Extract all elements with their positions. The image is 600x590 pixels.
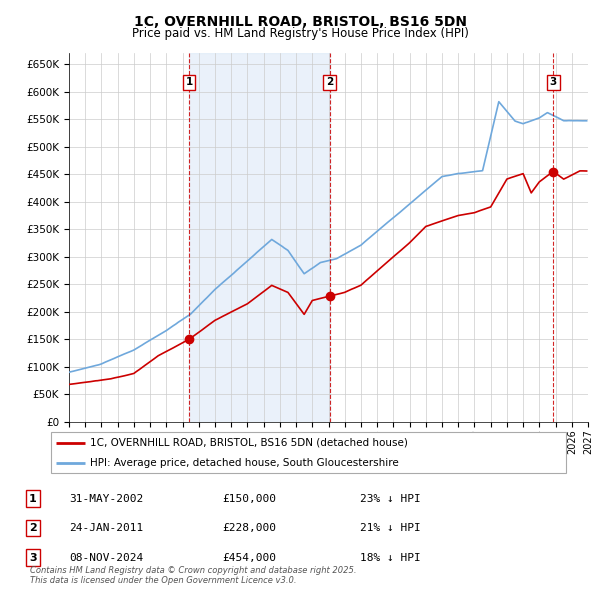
Text: 3: 3 <box>550 77 557 87</box>
Text: 21% ↓ HPI: 21% ↓ HPI <box>360 523 421 533</box>
Text: 1C, OVERNHILL ROAD, BRISTOL, BS16 5DN (detached house): 1C, OVERNHILL ROAD, BRISTOL, BS16 5DN (d… <box>90 438 407 448</box>
Text: £228,000: £228,000 <box>222 523 276 533</box>
Text: 08-NOV-2024: 08-NOV-2024 <box>69 553 143 562</box>
FancyBboxPatch shape <box>50 432 566 473</box>
Text: 1C, OVERNHILL ROAD, BRISTOL, BS16 5DN: 1C, OVERNHILL ROAD, BRISTOL, BS16 5DN <box>133 15 467 29</box>
Text: 1: 1 <box>29 494 37 503</box>
Text: 3: 3 <box>29 553 37 562</box>
Text: £150,000: £150,000 <box>222 494 276 503</box>
Text: 1: 1 <box>185 77 193 87</box>
Bar <box>189 53 329 422</box>
Text: Price paid vs. HM Land Registry's House Price Index (HPI): Price paid vs. HM Land Registry's House … <box>131 27 469 40</box>
Text: 24-JAN-2011: 24-JAN-2011 <box>69 523 143 533</box>
Text: 18% ↓ HPI: 18% ↓ HPI <box>360 553 421 562</box>
Text: 23% ↓ HPI: 23% ↓ HPI <box>360 494 421 503</box>
Text: £454,000: £454,000 <box>222 553 276 562</box>
Text: 31-MAY-2002: 31-MAY-2002 <box>69 494 143 503</box>
Text: 2: 2 <box>29 523 37 533</box>
Text: Contains HM Land Registry data © Crown copyright and database right 2025.
This d: Contains HM Land Registry data © Crown c… <box>30 566 356 585</box>
Text: 2: 2 <box>326 77 333 87</box>
Text: HPI: Average price, detached house, South Gloucestershire: HPI: Average price, detached house, Sout… <box>90 458 398 468</box>
